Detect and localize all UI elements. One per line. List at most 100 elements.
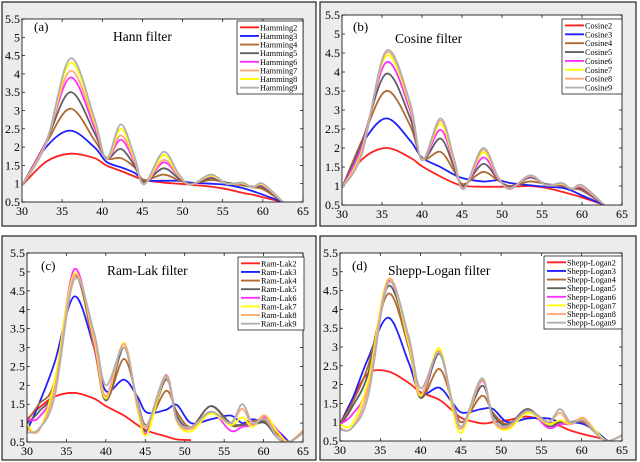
y-tick-label: 0.5 xyxy=(323,434,338,448)
x-tick-label: 50 xyxy=(496,207,508,221)
x-tick-label: 50 xyxy=(179,444,191,458)
y-tick-label: 3.5 xyxy=(325,84,340,98)
series-line-cosine9 xyxy=(342,49,606,205)
y-tick-label: 4.5 xyxy=(10,284,25,298)
series-line-shepp-logan2 xyxy=(340,369,608,441)
legend-entry: Ram-Lak9 xyxy=(261,320,296,329)
y-tick-label: 4 xyxy=(334,65,340,79)
subplot-a: 30 35 40 45 50 55 60 65 0.5 1 1.5 2 2.5 3 3.5 4 4.5 5 5.5 (… xyxy=(1,1,317,227)
axes-box xyxy=(339,252,623,442)
y-tick-label: 5.5 xyxy=(10,246,25,260)
y-tick-label: 5.5 xyxy=(325,8,340,22)
y-tick-label: 0.5 xyxy=(10,435,25,449)
legend: Hamming2Hamming3Hamming4Hamming5Hamming6… xyxy=(236,20,304,95)
x-tick-label: 35 xyxy=(374,443,386,457)
x-tick-label: 55 xyxy=(217,204,229,218)
legend-entry: Shepp-Logan8 xyxy=(567,310,616,319)
series-line-ram-lak9 xyxy=(27,276,303,442)
y-tick-label: 2.5 xyxy=(325,122,340,136)
y-tick-label: 3.5 xyxy=(323,321,338,335)
legend-entry: Ram-Lak7 xyxy=(261,302,296,311)
x-tick-label: 50 xyxy=(495,443,507,457)
y-tick-label: 4 xyxy=(19,303,25,317)
legend-entry: Ram-Lak6 xyxy=(261,294,296,303)
series-line-hamming3 xyxy=(22,129,284,202)
legend-entry: Hamming5 xyxy=(260,49,297,58)
y-tick-label: 3 xyxy=(332,340,338,354)
x-tick-label: 40 xyxy=(96,204,108,218)
legend-box xyxy=(236,20,304,95)
legend-entry: Hamming6 xyxy=(260,58,297,67)
legend-entry: Ram-Lak3 xyxy=(261,268,296,277)
legend-entry: Cosine2 xyxy=(585,21,612,30)
y-tick-label: 4 xyxy=(14,67,20,81)
y-tick-label: 4 xyxy=(332,302,338,316)
y-tick-label: 2 xyxy=(332,378,338,392)
legend-entry: Hamming9 xyxy=(260,84,297,93)
y-tick-label: 1 xyxy=(14,177,20,191)
chart-title: Cosine filter xyxy=(395,31,463,46)
x-tick-label: 55 xyxy=(535,443,547,457)
series-line-hamming2 xyxy=(22,152,284,202)
legend-entry: Cosine9 xyxy=(585,84,612,93)
legend-entry: Hamming8 xyxy=(260,75,297,84)
y-tick-label: 5 xyxy=(14,30,20,44)
x-tick-label: 30 xyxy=(21,444,33,458)
subplot-c: 30 35 40 45 50 55 60 65 0.5 1 1.5 2 2.5 3 3.5 4 4.5 5 5.5 (… xyxy=(1,235,317,461)
x-tick-label: 35 xyxy=(376,207,388,221)
chart-title: Hann filter xyxy=(113,29,172,44)
series-group xyxy=(340,277,622,441)
panel-label: (b) xyxy=(353,19,368,34)
y-tick-label: 4.5 xyxy=(325,46,340,60)
y-tick-label: 0.5 xyxy=(325,198,340,212)
subplot-d: 30 35 40 45 50 55 60 65 0.5 1 1.5 2 2.5 3 3.5 4 4.5 5 5.5 (… xyxy=(319,235,637,461)
legend-entry: Hamming4 xyxy=(260,41,298,50)
x-tick-label: 30 xyxy=(336,207,348,221)
legend-entry: Shepp-Logan5 xyxy=(567,284,616,293)
legend-entry: Ram-Lak5 xyxy=(261,285,296,294)
x-tick-label: 40 xyxy=(415,443,427,457)
legend-entry: Shepp-Logan3 xyxy=(567,267,616,276)
subplot-b: 30 35 40 45 50 55 60 65 0.5 1 1.5 2 2.5 3 3.5 4 4.5 5 5.5 (… xyxy=(319,1,637,227)
y-tick-label: 4.5 xyxy=(323,284,338,298)
x-tick-label: 40 xyxy=(416,207,428,221)
legend-entry: Cosine5 xyxy=(585,48,612,57)
y-tick-label: 1.5 xyxy=(325,160,340,174)
y-tick-label: 3.5 xyxy=(5,85,20,99)
y-tick-label: 1.5 xyxy=(10,397,25,411)
legend-entry: Hamming3 xyxy=(260,32,297,41)
legend-box xyxy=(561,18,623,95)
x-tick-label: 45 xyxy=(139,444,151,458)
chart-title: Shepp-Logan filter xyxy=(388,263,491,278)
legend-entry: Shepp-Logan4 xyxy=(567,276,617,285)
series-line-cosine3 xyxy=(342,117,605,205)
legend-entry: Shepp-Logan9 xyxy=(567,319,616,328)
x-tick-label: 35 xyxy=(60,444,72,458)
x-tick-label: 65 xyxy=(297,204,309,218)
axes-box xyxy=(26,252,304,443)
legend-entry: Shepp-Logan6 xyxy=(567,293,616,302)
y-tick-label: 2.5 xyxy=(323,359,338,373)
axes-box xyxy=(21,18,304,203)
legend-box xyxy=(237,256,305,331)
y-tick-label: 5 xyxy=(334,27,340,41)
series-line-ram-lak3 xyxy=(27,295,290,442)
y-tick-label: 5.5 xyxy=(323,246,338,260)
x-tick-label: 60 xyxy=(576,207,588,221)
legend-entry: Ram-Lak8 xyxy=(261,311,296,320)
x-tick-label: 65 xyxy=(616,443,628,457)
y-tick-label: 3 xyxy=(19,341,25,355)
y-tick-label: 5.5 xyxy=(5,12,20,26)
panel-label: (a) xyxy=(34,19,48,34)
y-tick-label: 5 xyxy=(19,265,25,279)
y-tick-label: 1 xyxy=(334,179,340,193)
y-tick-label: 1 xyxy=(19,416,25,430)
y-tick-label: 3 xyxy=(334,103,340,117)
y-tick-label: 2 xyxy=(19,378,25,392)
y-tick-label: 4.5 xyxy=(5,49,20,63)
legend: Shepp-Logan2Shepp-Logan3Shepp-Logan4Shep… xyxy=(543,255,623,330)
legend-entry: Hamming7 xyxy=(260,66,297,75)
panel-label: (c) xyxy=(41,258,55,273)
series-group xyxy=(22,57,284,202)
